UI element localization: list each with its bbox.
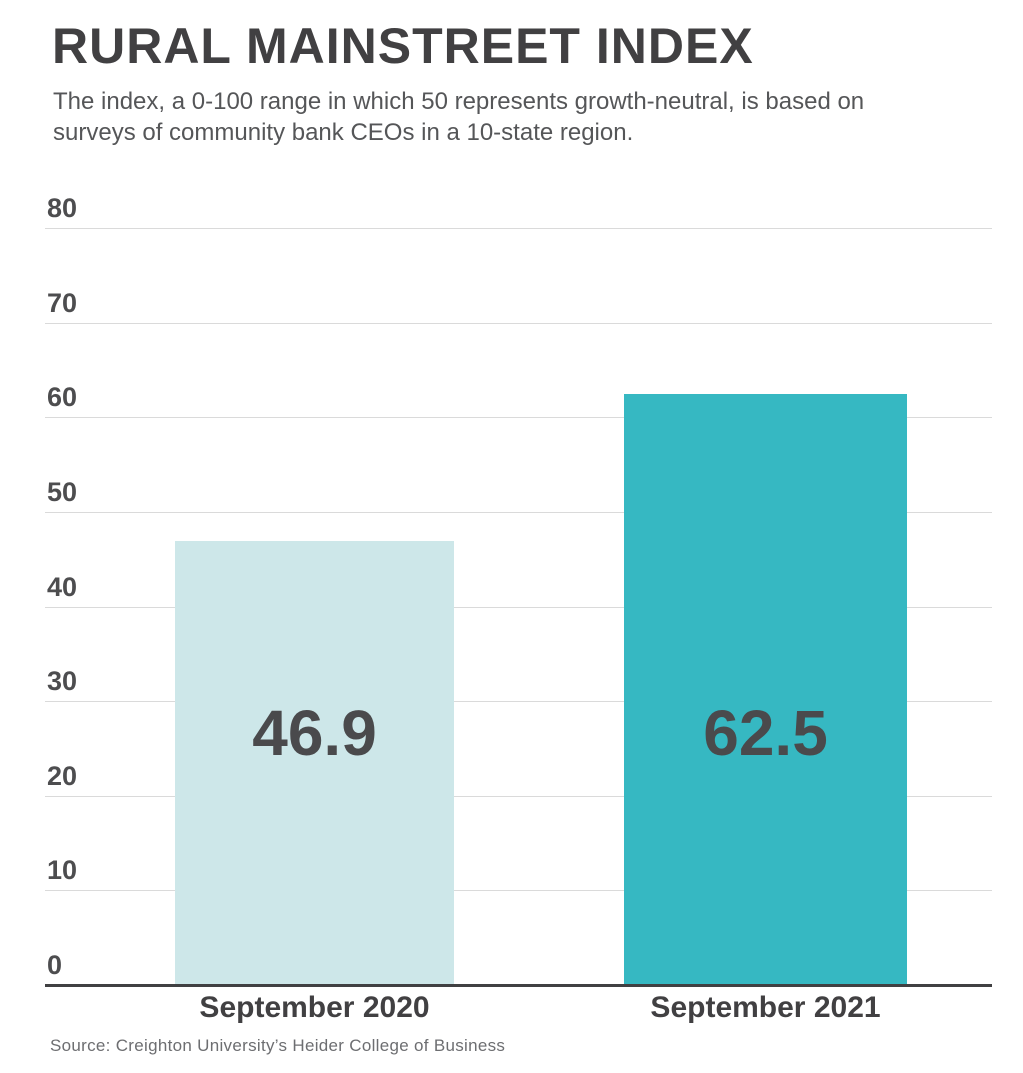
gridline [45,511,992,513]
y-tick-label: 70 [47,287,78,318]
gridline [45,701,992,703]
bar-value-label: 62.5 [703,697,828,769]
y-tick-label: 30 [47,666,78,697]
gridline [45,890,992,892]
x-category-label: September 2021 [650,991,881,1024]
bar-september-2020 [175,541,454,985]
x-category-label: September 2020 [199,991,430,1024]
gridline [45,606,992,608]
bar-chart: 0 10 20 30 40 50 60 70 80 46.9 September 2020 62.5 S… [45,194,992,1028]
y-tick-label: 50 [47,476,78,507]
chart-subtitle: The index, a 0-100 range in which 50 rep… [53,88,865,146]
y-tick-label: 60 [47,382,78,413]
y-tick-label: 20 [47,760,78,791]
y-tick-label: 10 [47,855,78,886]
gridline [45,322,992,324]
source-credit: Source: Creighton University’s Heider Co… [50,1036,506,1055]
x-axis-line [45,984,992,987]
page-title: RURAL MAINSTREET INDEX [52,18,754,74]
y-tick-label: 0 [47,950,63,980]
y-tick-label: 40 [47,571,78,602]
bar-september-2021 [624,393,907,985]
gridline [45,228,992,229]
y-tick-label: 80 [47,193,78,223]
gridline [45,417,992,419]
bar-value-label: 46.9 [252,697,377,769]
gridline [45,795,992,797]
